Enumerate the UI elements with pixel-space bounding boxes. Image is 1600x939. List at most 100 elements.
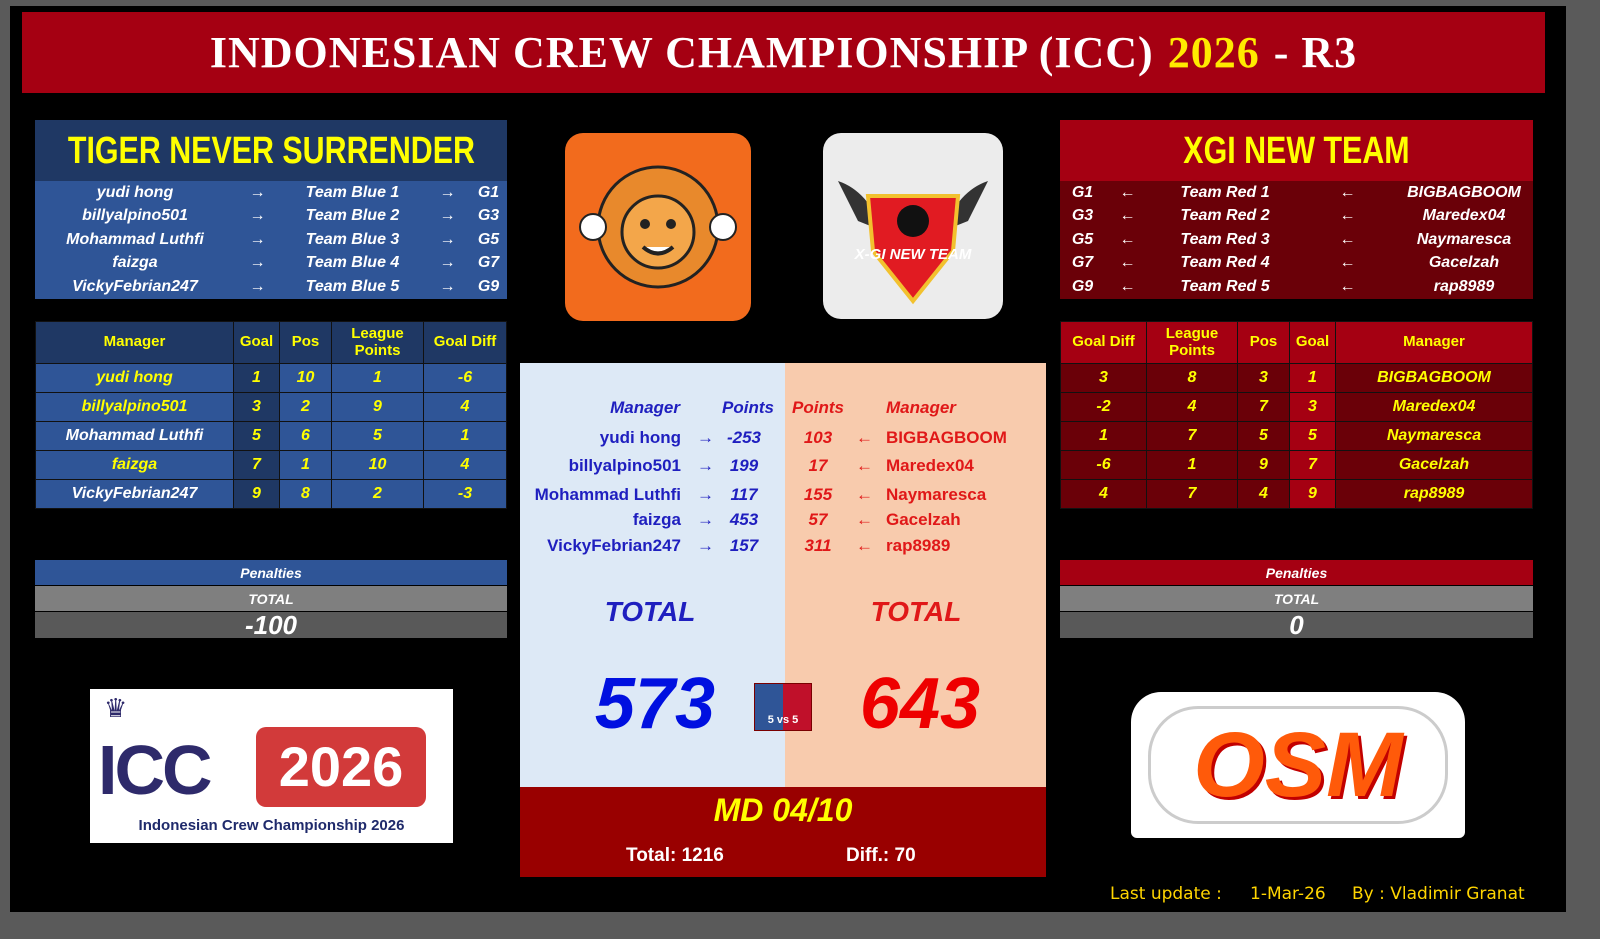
cell-manager: Mohammad Luthfi [35, 421, 234, 451]
cell-goal: 3 [233, 392, 280, 422]
author-credit: By : Vladimir Granat [1352, 884, 1525, 904]
player-game: G9 [1071, 277, 1094, 295]
icc-logo-text: ICC [98, 731, 213, 809]
cell-goal: 7 [233, 450, 280, 480]
title-round: - R3 [1273, 27, 1358, 77]
home-score-side [520, 363, 785, 787]
cell-league-points: 4 [1146, 392, 1238, 422]
cell-goal: 1 [233, 363, 280, 393]
away-manager-header: Manager [886, 398, 956, 417]
penalty-total-value: -100 [35, 612, 507, 638]
table-row: -2 4 7 3 Maredex04 [1060, 392, 1533, 422]
home-manager-name: billyalpino501 [568, 456, 681, 475]
home-manager-name: Mohammad Luthfi [534, 485, 681, 504]
col-goal-diff: Goal Diff [1060, 321, 1147, 364]
arrow-right-icon: → [439, 277, 456, 295]
away-player-list: G1 ← Team Red 1 ← BIGBAGBOOM G3 ← Team Red 2 ← Ma… [1060, 181, 1533, 299]
table-row: 1 7 5 5 Naymaresca [1060, 421, 1533, 451]
home-manager-points: 199 [729, 456, 759, 475]
player-game: G7 [477, 254, 500, 272]
cell-pos: 4 [1237, 479, 1290, 509]
player-manager: rap8989 [1433, 277, 1495, 295]
icc-logo-caption: Indonesian Crew Championship 2026 [138, 817, 405, 834]
cell-league-points: 9 [331, 392, 424, 422]
away-total-label: TOTAL [870, 596, 962, 627]
player-game: G5 [477, 230, 500, 248]
away-team-header: XGI NEW TEAM [1060, 120, 1533, 181]
cell-manager: billyalpino501 [35, 392, 234, 422]
away-manager-name: Naymaresca [886, 485, 987, 504]
penalties-label: Penalties [1060, 560, 1533, 585]
cell-league-points: 1 [331, 363, 424, 393]
total-label: TOTAL [1060, 586, 1533, 611]
vs-badge-icon: 5 vs 5 [754, 683, 812, 731]
home-total-score: 573 [594, 664, 716, 744]
away-manager-points: 311 [804, 536, 832, 555]
player-team: Team Red 3 [1180, 230, 1270, 248]
player-team: Team Red 2 [1180, 207, 1270, 225]
home-total-label: TOTAL [604, 596, 696, 627]
cell-goal: 3 [1289, 392, 1336, 422]
arrow-left-icon: ← [856, 485, 873, 504]
home-manager-points: 453 [729, 510, 759, 529]
cell-pos: 2 [279, 392, 332, 422]
cell-manager: Naymaresca [1335, 421, 1533, 451]
arrow-right-icon: → [249, 277, 266, 295]
player-team: Team Blue 4 [305, 254, 400, 272]
cell-goal-diff: 1 [423, 421, 507, 451]
arrow-left-icon: ← [1119, 277, 1136, 295]
player-manager: Mohammad Luthfi [66, 230, 204, 248]
home-manager-name: VickyFebrian247 [547, 536, 681, 555]
total-label: TOTAL [35, 586, 507, 611]
table-row: yudi hong 1 10 1 -6 [35, 363, 507, 393]
cell-goal-diff: -6 [1060, 450, 1147, 480]
home-penalties: Penalties TOTAL -100 [35, 560, 507, 638]
matchday-label: MD 04/10 [713, 792, 853, 828]
player-game: G7 [1071, 254, 1094, 272]
away-team-panel: XGI NEW TEAM G1 ← Team Red 1 ← BIGBAGBOOM G3 ←… [1060, 120, 1533, 299]
cell-goal-diff: -2 [1060, 392, 1147, 422]
player-team: Team Blue 2 [305, 207, 400, 225]
arrow-left-icon: ← [1119, 207, 1136, 225]
cell-pos: 10 [279, 363, 332, 393]
page-title: INDONESIAN CREW CHAMPIONSHIP (ICC) 2026 … [22, 12, 1545, 93]
table-row: Mohammad Luthfi 5 6 5 1 [35, 421, 507, 451]
penalty-total-value: 0 [1060, 612, 1533, 638]
player-manager: faizga [112, 254, 158, 272]
home-team-name: TIGER NEVER SURRENDER [67, 129, 475, 172]
icc-logo-year: 2026 [256, 727, 426, 807]
cell-goal: 5 [233, 421, 280, 451]
col-league-points: League Points [331, 321, 424, 364]
arrow-right-icon: → [697, 456, 714, 475]
col-manager: Manager [35, 321, 234, 364]
cell-league-points: 10 [331, 450, 424, 480]
arrow-left-icon: ← [856, 428, 873, 447]
col-pos: Pos [1237, 321, 1290, 364]
col-manager: Manager [1335, 321, 1533, 364]
away-manager-points: 17 [808, 456, 828, 475]
cell-goal-diff: -3 [423, 479, 507, 509]
away-manager-name: BIGBAGBOOM [886, 428, 1007, 447]
player-manager: BIGBAGBOOM [1407, 183, 1521, 201]
cell-pos: 7 [1237, 392, 1290, 422]
away-manager-points: 155 [803, 485, 833, 504]
arrow-left-icon: ← [856, 536, 873, 555]
away-stats-table: Goal Diff League Points Pos Goal Manager… [1060, 321, 1533, 509]
player-manager: billyalpino501 [82, 207, 188, 225]
table-row: faizga 7 1 10 4 [35, 450, 507, 480]
player-game: G1 [477, 183, 500, 201]
arrow-left-icon: ← [856, 456, 873, 475]
home-stats-table: Manager Goal Pos League Points Goal Diff… [35, 321, 507, 509]
osm-logo-text: OSM [1148, 706, 1448, 824]
player-game: G1 [1071, 183, 1094, 201]
cell-goal: 9 [233, 479, 280, 509]
arrow-right-icon: → [697, 428, 714, 447]
vs-badge-text: 5 vs 5 [767, 714, 799, 726]
away-team-name: XGI NEW TEAM [1183, 129, 1410, 172]
player-team: Team Blue 5 [305, 277, 400, 295]
arrow-right-icon: → [439, 254, 456, 272]
cell-manager: Maredex04 [1335, 392, 1533, 422]
matchday-total: Total: 1216 [626, 845, 724, 866]
arrow-right-icon: → [697, 536, 714, 555]
player-game: G3 [477, 207, 500, 225]
